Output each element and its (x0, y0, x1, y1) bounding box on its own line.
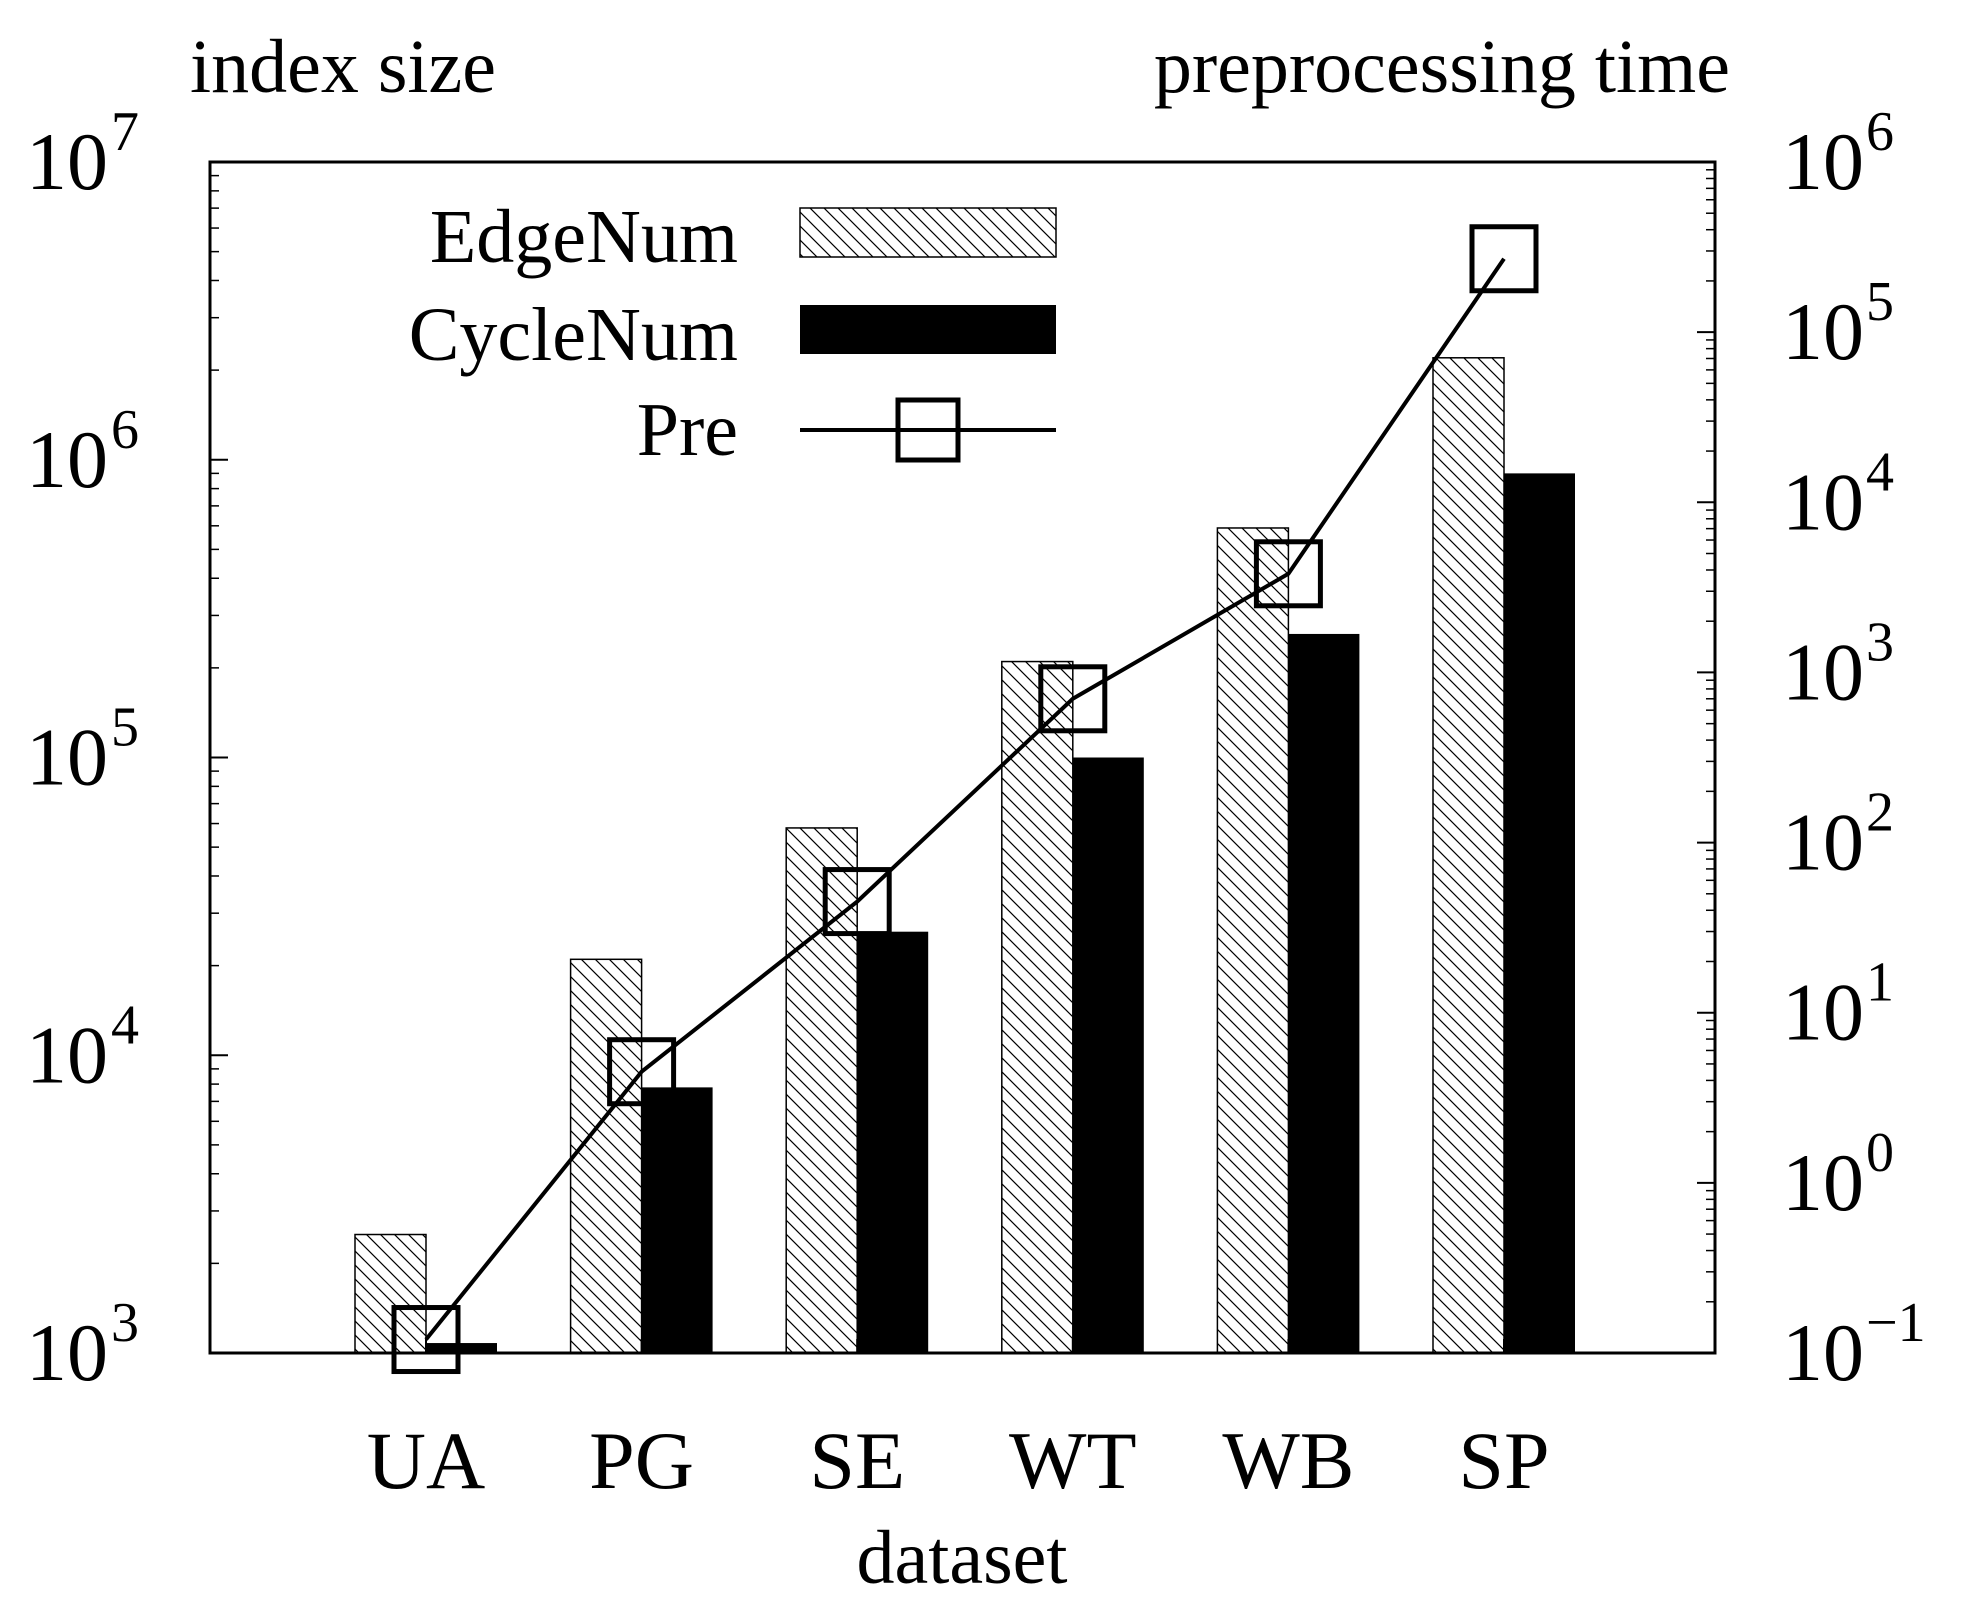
legend: EdgeNum CycleNum Pre (409, 195, 1057, 472)
bar-edgenum-ua (354, 1233, 427, 1354)
legend-label-pre: Pre (637, 388, 738, 472)
y2-tick-exponent: 1 (1866, 952, 1894, 1014)
y-tick-label: 10 (26, 1307, 108, 1398)
y2-tick-label: 10 (1782, 1307, 1864, 1398)
y2-tick-exponent: −1 (1866, 1292, 1926, 1354)
legend-swatch-cyclenum (800, 305, 1056, 354)
bar-cyclenum-pg (641, 1087, 713, 1353)
y-tick-label: 10 (26, 414, 108, 505)
legend-label-cyclenum: CycleNum (409, 293, 738, 377)
y2-tick-label: 10 (1782, 116, 1864, 207)
y2-tick-exponent: 6 (1866, 101, 1894, 163)
y2-tick-exponent: 0 (1866, 1122, 1894, 1184)
bar-edgenum-se (785, 827, 858, 1354)
x-axis-title: dataset (856, 1516, 1067, 1600)
bars-layer (354, 357, 1575, 1354)
bar-edgenum-wb (1216, 527, 1290, 1354)
marker-pre-pg (607, 1037, 677, 1107)
line-layer (391, 224, 1539, 1375)
bar-edgenum-wt (1001, 660, 1074, 1354)
bar-cyclenum-wb (1288, 633, 1360, 1353)
plot-frame (208, 160, 1717, 1355)
y-tick-exponent: 3 (111, 1292, 139, 1354)
x-tick-label-sp: SP (1458, 1415, 1549, 1506)
marker-pre-se (822, 867, 892, 937)
marker-pre-wt (1038, 664, 1108, 734)
y2-tick-exponent: 5 (1866, 271, 1894, 333)
y-tick-label: 10 (26, 116, 108, 207)
bar-cyclenum-wt (1072, 757, 1144, 1353)
marker-pre-wb (1253, 539, 1323, 609)
y-tick-exponent: 5 (111, 697, 139, 759)
x-tick-label-wt: WT (1009, 1415, 1136, 1506)
y2-tick-exponent: 3 (1866, 611, 1894, 673)
y-tick-label: 10 (26, 1009, 108, 1100)
y2-tick-label: 10 (1782, 456, 1864, 547)
marker-pre-ua (391, 1305, 461, 1375)
bar-edgenum-sp (1432, 357, 1505, 1354)
y-tick-exponent: 7 (111, 101, 139, 163)
y-tick-exponent: 6 (111, 399, 139, 461)
legend-marker-pre (895, 397, 961, 463)
line-pre (424, 257, 1506, 1341)
y2-tick-exponent: 4 (1866, 441, 1894, 503)
x-tick-label-ua: UA (367, 1415, 485, 1506)
y-axis-left-title: index size (190, 25, 496, 109)
y-tick-label: 10 (26, 712, 108, 803)
y2-tick-label: 10 (1782, 286, 1864, 377)
marker-pre-sp (1469, 224, 1539, 294)
x-tick-label-wb: WB (1222, 1415, 1354, 1506)
x-tick-label-pg: PG (589, 1415, 694, 1506)
y-axis-right-title: preprocessing time (1154, 25, 1730, 109)
legend-swatch-edgenum (799, 207, 1057, 258)
legend-label-edgenum: EdgeNum (430, 195, 738, 279)
y2-tick-label: 10 (1782, 797, 1864, 888)
y2-tick-label: 10 (1782, 626, 1864, 717)
y2-tick-label: 10 (1782, 1137, 1864, 1228)
bar-cyclenum-sp (1504, 473, 1575, 1354)
bar-cyclenum-se (857, 931, 929, 1353)
y-tick-exponent: 4 (111, 994, 139, 1056)
x-tick-label-se: SE (809, 1415, 905, 1506)
y2-tick-label: 10 (1782, 967, 1864, 1058)
bar-cyclenum-ua (426, 1343, 497, 1353)
bar-edgenum-pg (569, 958, 643, 1354)
y2-tick-exponent: 2 (1866, 782, 1894, 844)
